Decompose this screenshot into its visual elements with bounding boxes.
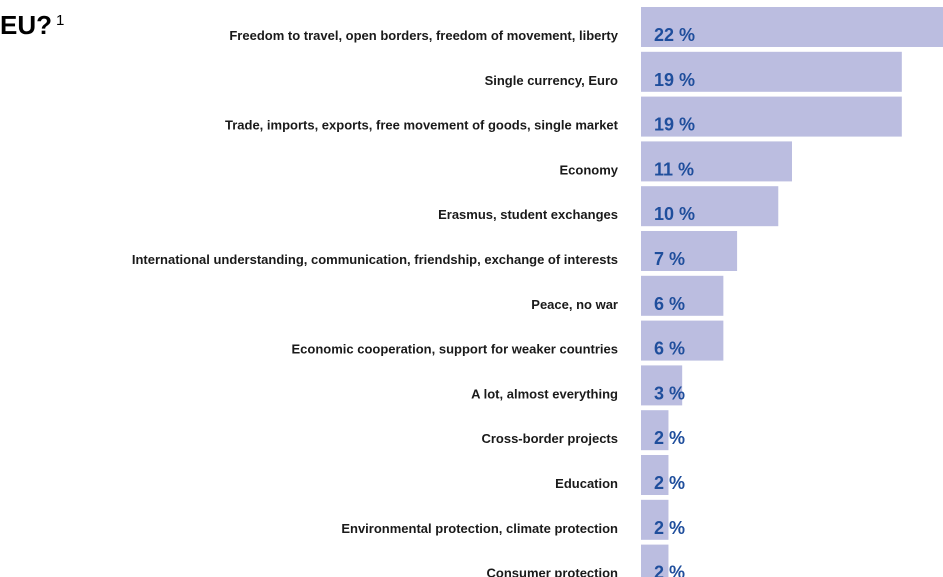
category-label: Erasmus, student exchanges <box>438 207 618 222</box>
value-label: 19 % <box>654 115 695 135</box>
bar <box>641 275 724 316</box>
chart-title-text: EU? <box>0 10 52 40</box>
title-footnote-marker: 1 <box>56 12 65 29</box>
category-label: Freedom to travel, open borders, freedom… <box>229 28 618 43</box>
bar <box>641 96 902 137</box>
bar <box>641 544 669 577</box>
bar <box>641 141 792 182</box>
category-label: Single currency, Euro <box>485 73 618 88</box>
category-label: Consumer protection <box>487 566 619 577</box>
value-label: 2 % <box>654 518 685 538</box>
value-label: 6 % <box>654 294 685 314</box>
value-label: 10 % <box>654 204 695 224</box>
category-label: Peace, no war <box>531 297 618 312</box>
bar <box>641 499 669 540</box>
bar <box>641 7 943 47</box>
bar <box>641 186 779 227</box>
category-label: Cross-border projects <box>481 431 618 446</box>
value-label: 22 % <box>654 25 695 45</box>
category-label: International understanding, communicati… <box>132 252 618 267</box>
value-label: 11 % <box>654 159 694 179</box>
category-label: Economy <box>559 162 618 177</box>
bar <box>641 455 669 495</box>
value-label: 2 % <box>654 563 685 577</box>
bar <box>641 51 902 92</box>
category-label: Education <box>555 476 618 491</box>
bar <box>641 231 738 271</box>
value-label: 19 % <box>654 70 695 90</box>
bar <box>641 410 669 451</box>
value-label: 7 % <box>654 249 685 269</box>
category-label: Trade, imports, exports, free movement o… <box>225 118 619 133</box>
category-label: A lot, almost everything <box>471 386 618 401</box>
value-label: 6 % <box>654 339 685 359</box>
bar <box>641 320 724 361</box>
value-label: 2 % <box>654 473 685 493</box>
value-label: 3 % <box>654 383 685 403</box>
bar <box>641 365 683 406</box>
category-label: Economic cooperation, support for weaker… <box>291 342 618 357</box>
category-label: Environmental protection, climate protec… <box>341 521 618 536</box>
chart-title: EU? 1 <box>0 10 64 41</box>
value-label: 2 % <box>654 428 685 448</box>
